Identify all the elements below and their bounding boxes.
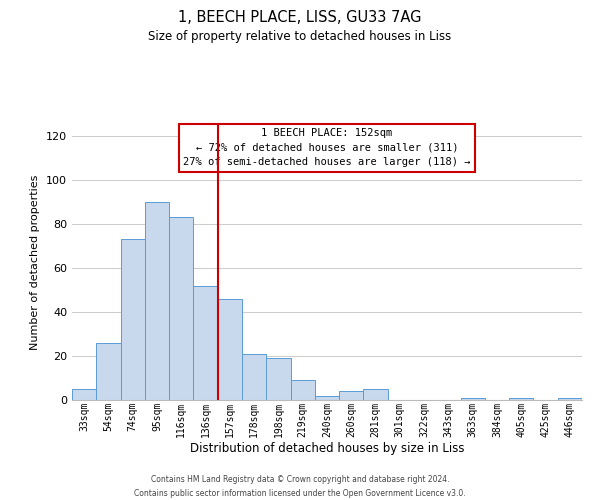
Text: Size of property relative to detached houses in Liss: Size of property relative to detached ho… [148, 30, 452, 43]
Bar [218, 299, 242, 400]
Bar [461, 398, 485, 400]
Bar [364, 389, 388, 400]
Bar [145, 202, 169, 400]
Bar [315, 396, 339, 400]
Bar [339, 391, 364, 400]
Text: 1, BEECH PLACE, LISS, GU33 7AG: 1, BEECH PLACE, LISS, GU33 7AG [178, 10, 422, 25]
Bar [509, 398, 533, 400]
Bar [290, 380, 315, 400]
Bar [72, 389, 96, 400]
Bar [266, 358, 290, 400]
Bar [558, 398, 582, 400]
Bar [96, 343, 121, 400]
Text: Contains HM Land Registry data © Crown copyright and database right 2024.
Contai: Contains HM Land Registry data © Crown c… [134, 476, 466, 498]
Bar [193, 286, 218, 400]
Bar [242, 354, 266, 400]
X-axis label: Distribution of detached houses by size in Liss: Distribution of detached houses by size … [190, 442, 464, 455]
Y-axis label: Number of detached properties: Number of detached properties [31, 175, 40, 350]
Bar [121, 240, 145, 400]
Text: 1 BEECH PLACE: 152sqm
← 72% of detached houses are smaller (311)
27% of semi-det: 1 BEECH PLACE: 152sqm ← 72% of detached … [183, 128, 471, 168]
Bar [169, 218, 193, 400]
